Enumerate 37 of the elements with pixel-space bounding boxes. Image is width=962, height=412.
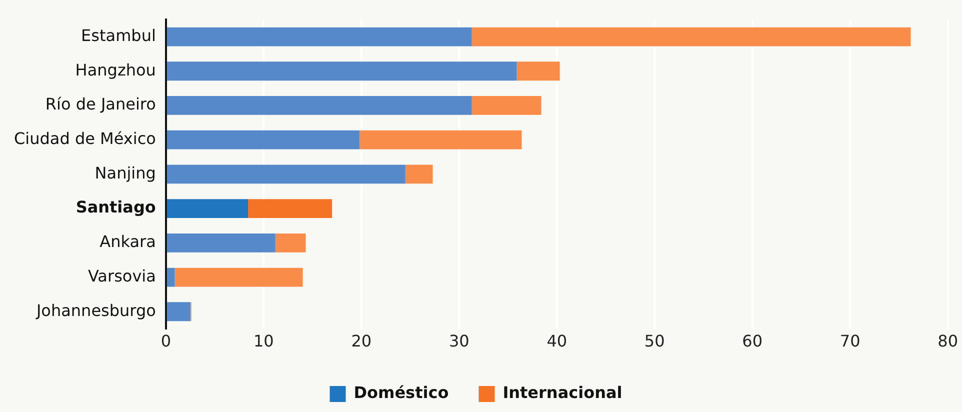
bar [275, 233, 306, 252]
bar [166, 233, 276, 252]
y-tick-label: Ciudad de México [14, 129, 156, 148]
y-tick-label: Santiago [76, 198, 156, 217]
y-tick-label: Johannesburgo [35, 300, 156, 320]
x-tick-label: 40 [546, 332, 568, 351]
bar [359, 130, 522, 150]
legend-label: Doméstico [354, 383, 449, 402]
x-tick-label: 50 [644, 332, 665, 351]
bar [166, 199, 248, 218]
bar [472, 27, 911, 46]
x-tick-label: 20 [351, 332, 372, 351]
y-tick-label: Varsovia [88, 266, 156, 286]
x-tick-label: 60 [742, 332, 763, 351]
bar [166, 27, 472, 46]
bar [166, 302, 190, 322]
bar [166, 96, 472, 115]
x-tick-label: 70 [840, 332, 860, 351]
bar [166, 130, 360, 150]
bar [248, 199, 332, 218]
bar [166, 164, 406, 184]
y-tick-label: Río de Janeiro [45, 94, 156, 114]
bar [516, 62, 560, 81]
bar [405, 164, 433, 184]
bar [166, 62, 517, 81]
legend-label: Internacional [502, 383, 622, 402]
y-tick-label: Nanjing [94, 163, 156, 182]
x-tick-label: 0 [160, 332, 172, 351]
y-tick-label: Hangzhou [75, 60, 156, 80]
x-tick-label: 80 [938, 332, 958, 351]
x-tick-label: 30 [448, 332, 470, 351]
y-tick-label: Ankara [100, 232, 156, 252]
bar [472, 96, 542, 115]
x-tick-label: 10 [253, 332, 274, 351]
bar [166, 268, 175, 287]
bar [174, 268, 303, 287]
y-tick-label: Estambul [81, 26, 156, 45]
